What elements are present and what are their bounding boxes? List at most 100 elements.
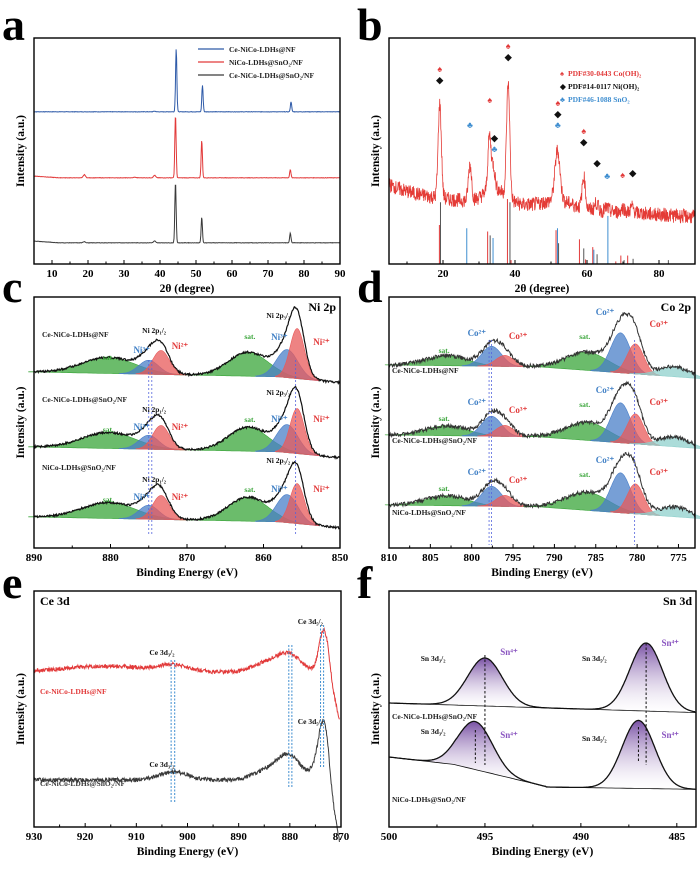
x-tick-label: 810 bbox=[381, 552, 398, 564]
panel-f: f 500 495 490 485 Binding Energy (eV) Intensit… bbox=[357, 557, 700, 858]
peak-marker-diamond: ◆ bbox=[579, 137, 588, 147]
sat-label: sat. bbox=[244, 485, 255, 494]
x-tick-label: 485 bbox=[669, 831, 686, 843]
ni3-label: Ni³⁺ bbox=[271, 484, 288, 494]
sample-label: Ce-NiCo-LDHs@SnO₂/NF bbox=[42, 395, 127, 404]
ni2-label: Ni²⁺ bbox=[172, 422, 189, 432]
x-axis-label: Binding Energy (eV) bbox=[136, 567, 238, 579]
xrd-pattern-line bbox=[388, 81, 696, 224]
sample-label: Ce-NiCo-LDHs@SnO₂/NF bbox=[392, 712, 477, 721]
series-line bbox=[34, 117, 340, 179]
x-tick-label: 930 bbox=[26, 831, 43, 843]
sn4-label: Sn⁴⁺ bbox=[661, 730, 679, 740]
legend-label: Ce-NiCo-LDHs@NF bbox=[229, 45, 296, 54]
co2-label: Co²⁺ bbox=[596, 307, 615, 317]
peak-marker-spade: ♠ bbox=[581, 126, 586, 136]
ni2-peak bbox=[275, 408, 320, 456]
ni3-label: Ni³⁺ bbox=[271, 414, 288, 424]
y-axis-label: Intensity (a.u.) bbox=[370, 115, 382, 187]
peak-marker-spade: ♠ bbox=[620, 170, 625, 180]
legend-label: NiCo-LDHs@SnO₂/NF bbox=[229, 58, 303, 67]
sat-label: sat. bbox=[579, 332, 590, 341]
x-tick-label: 860 bbox=[255, 552, 272, 564]
baseline bbox=[388, 702, 697, 713]
peak-marker-diamond: ◆ bbox=[435, 75, 444, 85]
legend-label: PDF#30-0443 Co(OH)₂ bbox=[568, 69, 642, 78]
x-tick-label: 785 bbox=[588, 552, 605, 564]
peak-label: Ni 2p₃/₂ bbox=[266, 388, 291, 397]
peak-label: Ce 3d₃/₂ bbox=[149, 760, 175, 769]
spectrum-line bbox=[33, 627, 340, 720]
legend-symbol: ◆ bbox=[559, 82, 567, 91]
peak-label: Sn 3d₃/₂ bbox=[421, 727, 446, 736]
panel-letter: a bbox=[2, 0, 25, 50]
x-tick-label: 70 bbox=[263, 268, 275, 280]
y-axis-label: Intensity (a.u.) bbox=[370, 673, 382, 745]
peak-label: Ce 3d₃/₂ bbox=[149, 648, 175, 657]
co2-label: Co²⁺ bbox=[596, 455, 615, 465]
plot-frame bbox=[388, 37, 696, 265]
peak-marker-club: ♣ bbox=[604, 171, 610, 181]
corner-label: Ni 2p bbox=[308, 300, 336, 314]
ni3-label: Ni³⁺ bbox=[271, 332, 288, 342]
sn4-label: Sn⁴⁺ bbox=[500, 647, 518, 657]
panel-a: a 10 20 30 40 50 60 70 80 90 2θ (degree) Intensity … bbox=[2, 0, 346, 295]
x-axis-label: 2θ (degree) bbox=[515, 283, 570, 295]
panel-letter: d bbox=[357, 261, 383, 312]
sn4-peak-fill bbox=[584, 643, 700, 713]
spectrum-line bbox=[388, 380, 696, 447]
peak-marker-club: ♣ bbox=[467, 120, 473, 130]
panel-letter: c bbox=[2, 261, 22, 312]
spectrum-line bbox=[34, 460, 340, 530]
x-tick-label: 795 bbox=[505, 552, 522, 564]
x-tick-label: 20 bbox=[438, 268, 450, 280]
legend-symbol: ♠ bbox=[560, 69, 564, 78]
sample-label: NiCo-LDHs@SnO₂/NF bbox=[392, 795, 466, 804]
peak-label: Ce 3d₅/₂ bbox=[298, 617, 324, 626]
plot-frame bbox=[388, 296, 696, 549]
peak-label: Ce 3d₅/₂ bbox=[298, 717, 324, 726]
co3-label: Co³⁺ bbox=[509, 405, 528, 415]
peak-marker-diamond: ◆ bbox=[628, 168, 637, 178]
x-tick-label: 775 bbox=[670, 552, 687, 564]
sat-label: sat. bbox=[244, 415, 255, 424]
sn4-label: Sn⁴⁺ bbox=[661, 638, 679, 648]
peak-marker-spade: ♠ bbox=[506, 41, 511, 51]
co3-label: Co³⁺ bbox=[509, 331, 528, 341]
peak-label: Ni 2p₃/₂ bbox=[266, 456, 291, 465]
x-tick-label: 60 bbox=[582, 268, 594, 280]
plot-frame bbox=[33, 590, 342, 828]
panel-letter: e bbox=[2, 557, 22, 608]
x-tick-label: 850 bbox=[332, 552, 349, 564]
sample-label: Ce-NiCo-LDHs@SnO₂/NF bbox=[392, 436, 477, 445]
ni2-label: Ni²⁺ bbox=[172, 341, 189, 351]
x-tick-label: 790 bbox=[546, 552, 563, 564]
series-line bbox=[34, 184, 341, 244]
peak-label: Sn 3d₅/₂ bbox=[582, 654, 607, 663]
co2-label: Co²⁺ bbox=[468, 467, 487, 477]
baseline bbox=[388, 756, 696, 790]
x-tick-label: 80 bbox=[654, 268, 666, 280]
sat-label: sat. bbox=[439, 346, 450, 355]
panel-letter: f bbox=[357, 557, 373, 608]
ni3-label: Ni³⁺ bbox=[133, 422, 150, 432]
legend-symbol: ♣ bbox=[560, 95, 565, 104]
x-axis-label: Binding Energy (eV) bbox=[137, 846, 239, 858]
x-tick-label: 900 bbox=[179, 831, 196, 843]
sat-label: sat. bbox=[579, 400, 590, 409]
x-tick-label: 880 bbox=[282, 831, 299, 843]
x-tick-label: 490 bbox=[573, 831, 590, 843]
peak-marker-club: ♣ bbox=[492, 144, 498, 154]
x-tick-label: 50 bbox=[191, 268, 203, 280]
x-tick-label: 20 bbox=[83, 268, 95, 280]
ni2-label: Ni²⁺ bbox=[313, 484, 330, 494]
plot-frame bbox=[33, 37, 341, 265]
peak-label: Ni 2p₁/₂ bbox=[142, 475, 167, 484]
sample-label: NiCo-LDHs@SnO₂/NF bbox=[392, 508, 466, 517]
x-tick-label: 500 bbox=[381, 831, 398, 843]
ni2-label: Ni²⁺ bbox=[313, 414, 330, 424]
legend-label: PDF#14-0117 Ni(OH)₂ bbox=[568, 82, 640, 91]
sat-label: sat. bbox=[103, 425, 114, 434]
peak-marker-spade: ♠ bbox=[555, 98, 560, 108]
